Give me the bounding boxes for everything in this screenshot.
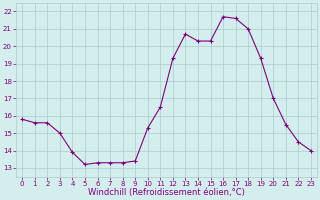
X-axis label: Windchill (Refroidissement éolien,°C): Windchill (Refroidissement éolien,°C) [88,188,245,197]
